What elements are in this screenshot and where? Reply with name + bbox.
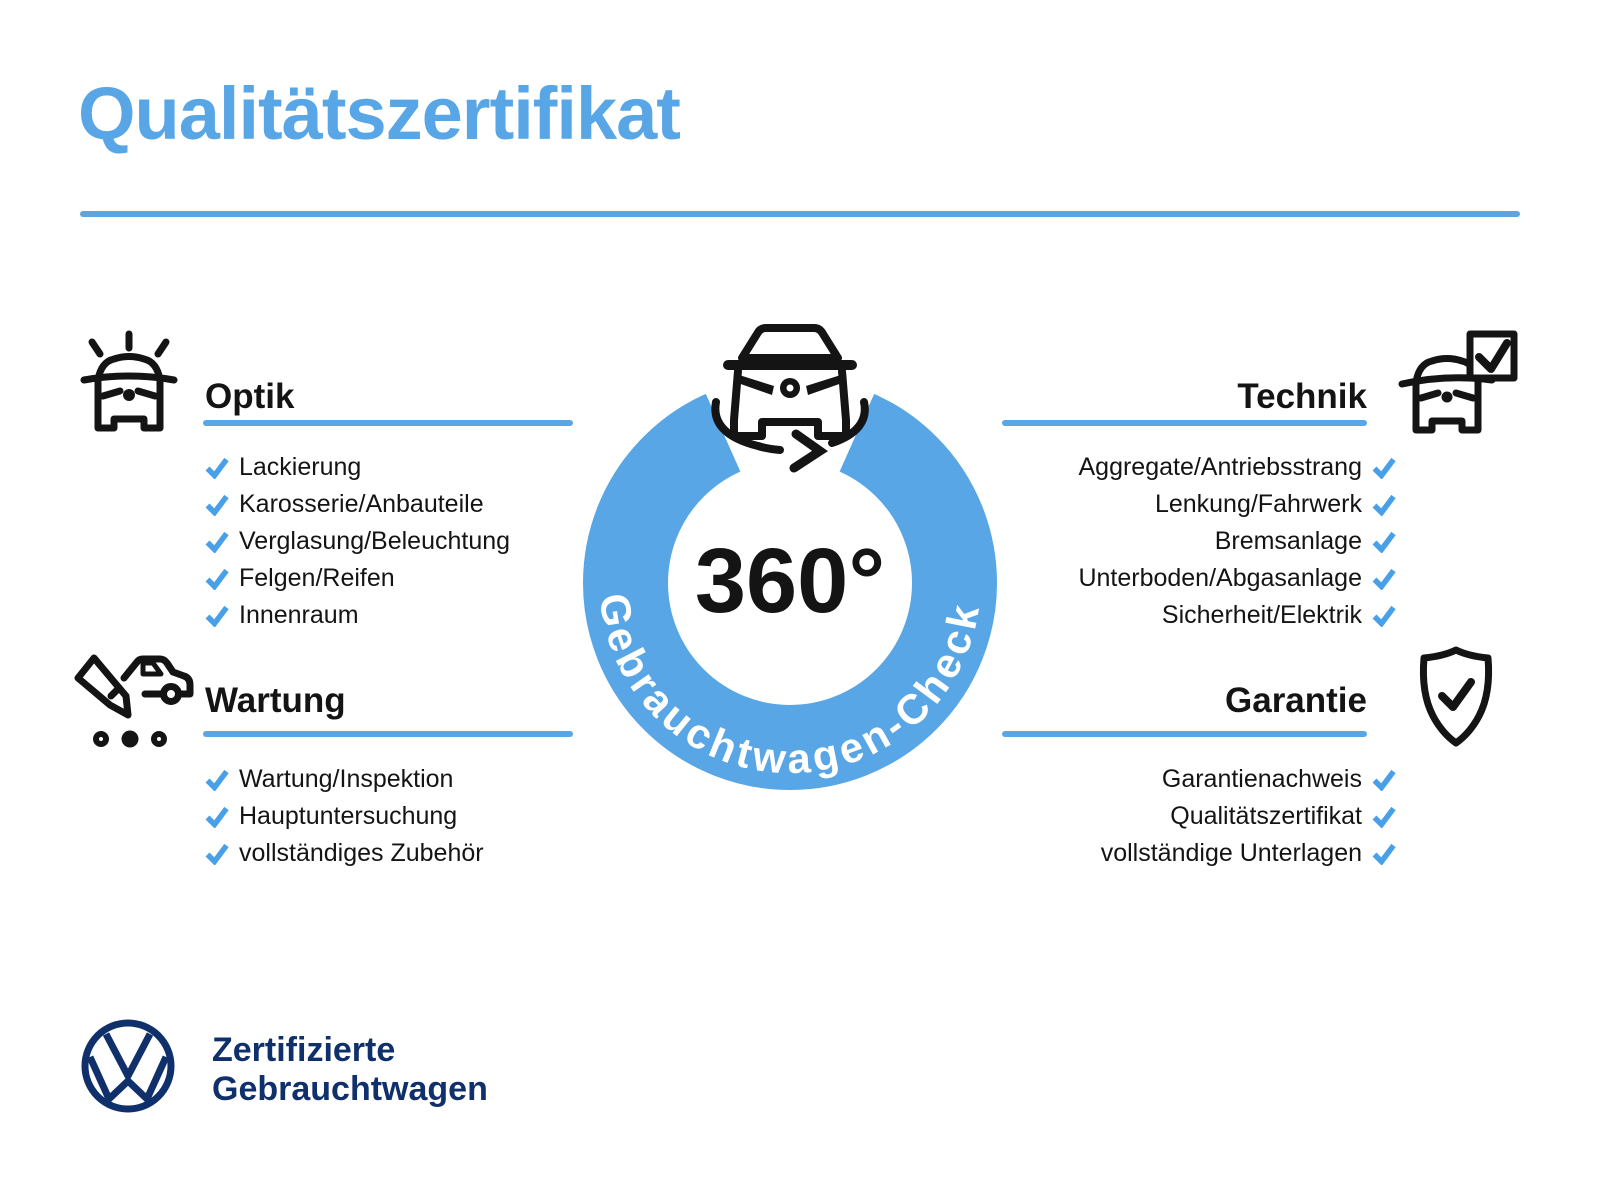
technik-checklist: Aggregate/Antriebsstrang Lenkung/Fahrwer…: [1000, 449, 1396, 634]
checklist-item-label: Lackierung: [239, 453, 362, 481]
check-icon: [1372, 494, 1396, 516]
car-rotation-icon: [711, 324, 869, 473]
checklist-item-label: Qualitätszertifikat: [1170, 802, 1362, 830]
check-icon: [205, 769, 229, 791]
checklist-item-label: Aggregate/Antriebsstrang: [1078, 453, 1362, 481]
checklist-item: Lackierung: [205, 449, 510, 486]
checklist-item-label: Bremsanlage: [1214, 527, 1362, 555]
checklist-item: Garantienachweis: [1000, 761, 1396, 798]
brand-claim-line1: Zertifizierte: [212, 1031, 396, 1069]
checklist-item: Unterboden/Abgasanlage: [1000, 560, 1396, 597]
optik-divider: [203, 420, 573, 426]
checklist-item: Sicherheit/Elektrik: [1000, 597, 1396, 634]
checklist-item: Innenraum: [205, 597, 510, 634]
checklist-item-label: Felgen/Reifen: [239, 564, 395, 592]
checklist-item: Aggregate/Antriebsstrang: [1000, 449, 1396, 486]
title-divider: [80, 211, 1520, 217]
checklist-item: Qualitätszertifikat: [1000, 798, 1396, 835]
check-icon: [1372, 568, 1396, 590]
checklist-item: Hauptuntersuchung: [205, 798, 484, 835]
checklist-item: Wartung/Inspektion: [205, 761, 484, 798]
section-heading-wartung: Wartung: [205, 681, 346, 720]
car-front-shine-icon: [80, 330, 178, 432]
badge-value: 360°: [695, 530, 885, 632]
checklist-item-label: Innenraum: [239, 601, 359, 629]
wartung-checklist: Wartung/Inspektion Hauptuntersuchung vol…: [205, 761, 484, 872]
checklist-item-label: Sicherheit/Elektrik: [1161, 601, 1362, 629]
vw-logo: [81, 1019, 175, 1113]
check-icon: [205, 843, 229, 865]
wartung-divider: [203, 731, 573, 737]
technik-divider: [1002, 420, 1367, 426]
checklist-item-label: vollständige Unterlagen: [1100, 839, 1362, 867]
section-heading-garantie: Garantie: [1225, 681, 1367, 720]
checklist-item: Felgen/Reifen: [205, 560, 510, 597]
checklist-item: Lenkung/Fahrwerk: [1000, 486, 1396, 523]
check-icon: [205, 457, 229, 479]
page-title: Qualitätszertifikat: [78, 72, 681, 155]
checklist-item: vollständiges Zubehör: [205, 835, 484, 872]
optik-checklist: Lackierung Karosserie/Anbauteile Verglas…: [205, 449, 510, 634]
car-checkbox-icon: [1398, 330, 1518, 434]
check-icon: [1372, 769, 1396, 791]
checklist-item-label: Unterboden/Abgasanlage: [1078, 564, 1362, 592]
check-icon: [205, 806, 229, 828]
checklist-item: vollständige Unterlagen: [1000, 835, 1396, 872]
check-icon: [1372, 457, 1396, 479]
badge-360: Gebrauchtwagen-Check 360°: [583, 309, 997, 790]
garantie-divider: [1002, 731, 1367, 737]
check-icon: [1372, 806, 1396, 828]
check-icon: [205, 605, 229, 627]
checklist-item-label: Hauptuntersuchung: [239, 802, 458, 830]
checklist-item: Bremsanlage: [1000, 523, 1396, 560]
check-icon: [205, 494, 229, 516]
garantie-checklist: Garantienachweis Qualitätszertifikat vol…: [1000, 761, 1396, 872]
pencil-car-service-icon: [74, 654, 194, 748]
checklist-item-label: vollständiges Zubehör: [239, 839, 484, 867]
checklist-item-label: Verglasung/Beleuchtung: [239, 527, 511, 555]
checklist-item: Karosserie/Anbauteile: [205, 486, 510, 523]
section-heading-optik: Optik: [205, 377, 295, 416]
checklist-item-label: Wartung/Inspektion: [239, 765, 454, 793]
shield-check-icon: [1419, 646, 1493, 747]
check-icon: [1372, 531, 1396, 553]
checklist-item-label: Garantienachweis: [1161, 765, 1362, 793]
section-heading-technik: Technik: [1237, 377, 1367, 416]
checklist-item-label: Karosserie/Anbauteile: [239, 490, 484, 518]
check-icon: [205, 531, 229, 553]
brand-claim-line2: Gebrauchtwagen: [212, 1070, 488, 1108]
check-icon: [205, 568, 229, 590]
check-icon: [1372, 605, 1396, 627]
checklist-item: Verglasung/Beleuchtung: [205, 523, 510, 560]
checklist-item-label: Lenkung/Fahrwerk: [1154, 490, 1362, 518]
brand-claim: Zertifizierte Gebrauchtwagen: [212, 1031, 732, 1109]
check-icon: [1372, 843, 1396, 865]
badge-ring-gap: [668, 309, 912, 583]
